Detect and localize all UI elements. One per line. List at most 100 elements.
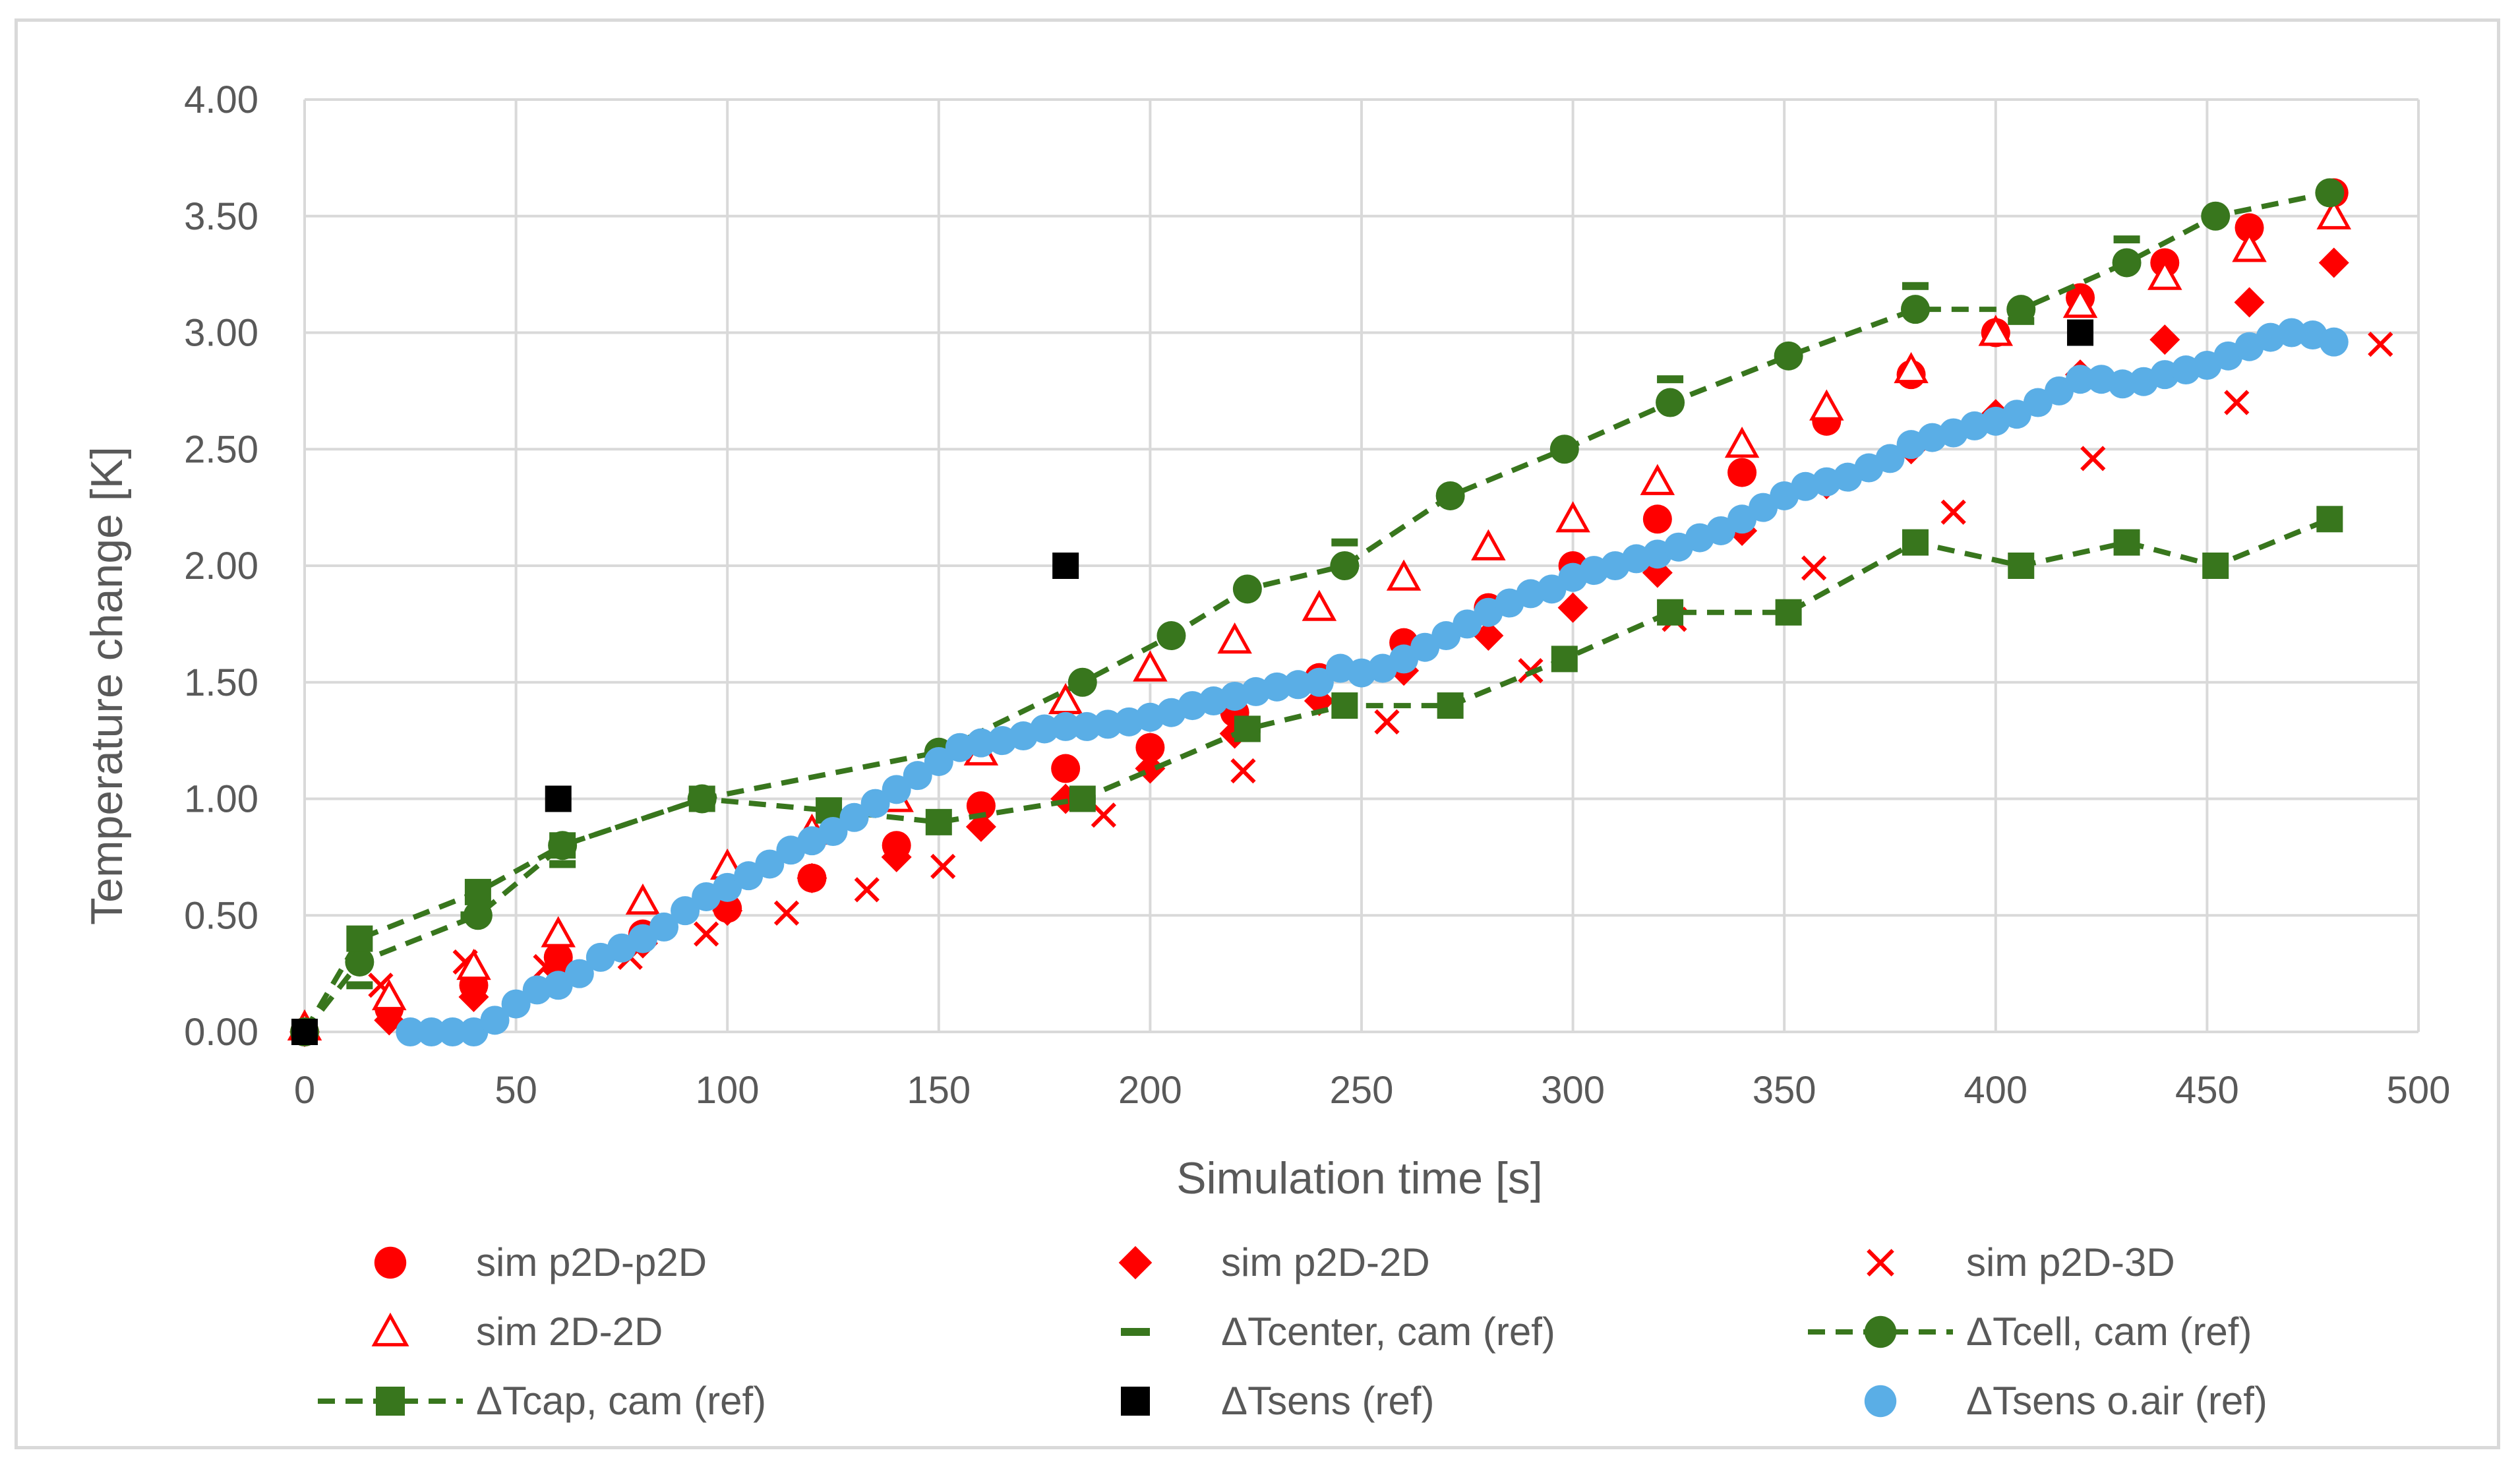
data-point [464,878,491,905]
data-point [839,802,869,832]
data-point [2232,231,2267,262]
data-point [796,862,827,893]
data-point [1302,589,1337,621]
data-point [1537,574,1567,604]
x-tick-label: 300 [1541,1069,1605,1112]
data-point [1232,574,1262,604]
data-point [1052,553,1079,579]
series-1 [289,247,2349,1047]
data-point [854,877,880,903]
data-point [1940,499,1966,525]
data-point [371,978,407,1011]
x-axis-title: Simulation time [s] [1176,1153,1543,1203]
legend-label: ΔTcell, cam (ref) [1966,1309,2252,1354]
data-point [1727,504,1757,534]
data-point [1051,711,1081,741]
legend-label: sim p2D-2D [1221,1240,1430,1284]
legend-label: ΔTsens (ref) [1221,1379,1434,1423]
data-point [628,924,657,953]
data-point [2149,324,2180,355]
data-point [2315,178,2345,208]
y-tick-label: 4.00 [184,78,258,121]
data-point [966,728,996,758]
legend-label: sim 2D-2D [476,1309,663,1354]
legend-label: ΔTsens o.air (ref) [1966,1379,2267,1423]
data-point [1453,609,1482,639]
data-point [2318,247,2349,278]
legend-marker [1121,1387,1150,1416]
data-point [881,841,912,872]
y-axis-title: Temperature change [K] [82,446,132,925]
x-tick-label: 450 [2175,1069,2239,1112]
data-point [2108,369,2138,399]
data-point [1072,711,1102,741]
legend-marker [1867,1249,1894,1277]
series-4 [346,189,2343,990]
data-point [1706,516,1736,545]
y-tick-label: 1.50 [184,661,258,704]
data-point [903,761,932,791]
legend-label: sim p2D-3D [1966,1240,2175,1284]
data-point [2234,287,2265,318]
data-point [713,872,742,902]
data-point [2113,529,2140,556]
data-point [1389,644,1419,674]
data-point [773,900,800,926]
data-point [966,791,996,821]
y-tick-label: 3.50 [184,195,258,238]
data-point [1069,785,1096,812]
data-point [2319,327,2349,357]
legend-marker [376,1387,405,1416]
legend-item: ΔTcap, cam (ref) [318,1379,766,1423]
data-point [712,895,743,926]
data-point [1431,621,1461,651]
data-point [1749,493,1778,522]
data-point [1093,709,1123,739]
legend: sim p2D-p2D sim p2D-2D sim p2D-3D sim 2D-2D… [318,1240,2267,1423]
y-tick-label: 2.00 [184,545,258,587]
x-tick-label: 100 [696,1069,760,1112]
series-8 [396,318,2349,1046]
data-point [2002,400,2031,429]
data-point [2067,319,2094,346]
y-tick-label: 0.50 [184,894,258,937]
gridlines [303,98,2420,1033]
data-point [549,832,576,859]
data-point [1875,444,1905,473]
data-point [2008,553,2035,579]
data-point [2113,235,2140,244]
data-point [1557,592,1588,623]
data-point [1774,341,1803,371]
data-point [1809,389,1844,421]
data-point [1471,529,1506,560]
data-point [860,789,890,818]
data-point [1374,709,1400,735]
series-7 [291,319,2094,1045]
data-point [396,1017,425,1046]
data-point [1894,351,1929,384]
data-point [2224,390,2250,415]
data-point [1230,758,1256,784]
data-point [1156,621,1186,651]
data-point [541,916,576,948]
data-point [1549,435,1579,464]
data-point [1724,427,1760,458]
data-point [2023,388,2053,417]
legend-item: sim p2D-2D [1118,1240,1430,1284]
tick-labels: 0 50 100 150 200 250 300 350 400 450 500 0.00 0.50 1.… [184,78,2450,1112]
legend-label: sim p2D-p2D [476,1240,707,1284]
x-tick-label: 400 [1964,1069,2027,1112]
data-point [2147,258,2182,290]
y-tick-label: 2.50 [184,428,258,471]
data-point [2201,201,2231,231]
data-point [2066,365,2095,394]
data-point [1331,538,1358,547]
data-point [1642,504,1672,534]
data-point [1555,501,1590,533]
data-point [1902,529,1929,556]
data-point [1775,599,1802,626]
data-point [1657,375,1684,384]
legend-item: sim p2D-3D [1867,1240,2175,1284]
data-point [1386,559,1422,591]
